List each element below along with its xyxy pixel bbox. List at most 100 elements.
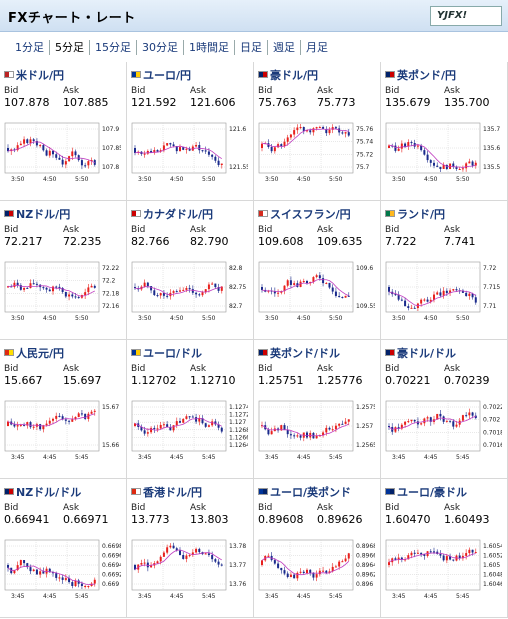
mini-candlestick-chart[interactable]: 0.7022 0.702 0.7018 0.7016 3:45 4:45 5:45 — [384, 399, 502, 463]
mini-candlestick-chart[interactable]: 0.6698 0.6696 0.6694 0.6692 0.669 3:45 4:45 5:4… — [3, 538, 121, 602]
candle-body — [61, 577, 64, 580]
pair-title[interactable]: NZドル/円 — [4, 206, 70, 222]
pair-title[interactable]: 米ドル/円 — [4, 67, 64, 83]
candle-body — [413, 307, 416, 309]
candle-body — [166, 295, 169, 297]
y-tick-label: 13.76 — [229, 581, 246, 588]
candle-body — [280, 425, 283, 431]
candle-body — [455, 289, 458, 291]
rate-card[interactable]: ユーロ/豪ドル Bid Ask 1.60470 1.60493 1.6054 1.… — [381, 479, 508, 618]
pair-title[interactable]: ユーロ/ドル — [131, 345, 202, 361]
rate-card[interactable]: ユーロ/英ポンド Bid Ask 0.89608 0.89626 0.8968 0… — [254, 479, 381, 618]
rate-card[interactable]: 米ドル/円 Bid Ask 107.878 107.885 107.9 107.8… — [0, 62, 127, 201]
tab-timeframe[interactable]: 週足 — [268, 40, 301, 55]
mini-candlestick-chart[interactable]: 7.72 7.715 7.71 3:50 4:50 5:50 — [384, 260, 502, 324]
mini-candlestick-chart[interactable]: 1.1274 1.1272 1.127 1.1268 1.1266 1.1264 3:45 4… — [130, 399, 248, 463]
pair-title[interactable]: 英ポンド/円 — [385, 67, 456, 83]
candle-body — [273, 147, 276, 152]
mini-candlestick-chart[interactable]: 15.67 15.66 3:45 4:45 5:45 — [3, 399, 121, 463]
candle-body — [344, 558, 347, 562]
mini-candlestick-chart[interactable]: 107.9 107.85 107.8 3:50 4:50 5:50 — [3, 121, 121, 185]
candle-body — [61, 287, 64, 292]
mini-candlestick-chart[interactable]: 72.22 72.2 72.18 72.16 3:50 4:50 5:50 — [3, 260, 121, 324]
y-tick-label: 72.16 — [102, 303, 119, 310]
pair-title[interactable]: 香港ドル/円 — [131, 484, 202, 500]
tab-timeframe[interactable]: 30分足 — [137, 40, 184, 55]
mini-candlestick-chart[interactable]: 109.6 109.55 3:50 4:50 5:50 — [257, 260, 375, 324]
pair-title[interactable]: NZドル/ドル — [4, 484, 81, 500]
rate-card[interactable]: ユーロ/ドル Bid Ask 1.12702 1.12710 1.1274 1.1… — [127, 340, 254, 479]
tab-timeframe[interactable]: 月足 — [306, 41, 328, 54]
ask-value: 1.25776 — [317, 374, 363, 387]
candle-body — [35, 569, 38, 575]
mini-candlestick-chart[interactable]: 75.76 75.74 75.72 75.7 3:50 4:50 5:50 — [257, 121, 375, 185]
rate-card[interactable]: 豪ドル/ドル Bid Ask 0.70221 0.70239 0.7022 0.7… — [381, 340, 508, 479]
yjfx-logo[interactable]: YJFX! — [430, 6, 502, 26]
pair-title[interactable]: 人民元/円 — [4, 345, 64, 361]
rate-card[interactable]: スイスフラン/円 Bid Ask 109.608 109.635 109.6 10… — [254, 201, 381, 340]
x-tick-label: 4:50 — [170, 176, 184, 183]
y-tick-label: 15.67 — [102, 404, 119, 411]
candle-body — [32, 283, 35, 285]
ask-label: Ask — [317, 503, 334, 513]
candle-body — [191, 146, 194, 151]
candle-body — [474, 552, 477, 554]
pair-title[interactable]: 豪ドル/円 — [258, 67, 318, 83]
candle-body — [449, 556, 452, 560]
rate-card[interactable]: NZドル/円 Bid Ask 72.217 72.235 72.22 72.2 72… — [0, 201, 127, 340]
rate-card[interactable]: 豪ドル/円 Bid Ask 75.763 75.773 75.76 75.74 75… — [254, 62, 381, 201]
y-tick-label: 0.6696 — [102, 553, 121, 560]
pair-title[interactable]: ユーロ/英ポンド — [258, 484, 351, 500]
rate-card[interactable]: 香港ドル/円 Bid Ask 13.773 13.803 13.78 13.77 1… — [127, 479, 254, 618]
rate-card[interactable]: 英ポンド/ドル Bid Ask 1.25751 1.25776 1.2575 1.… — [254, 340, 381, 479]
mini-candlestick-chart[interactable]: 13.78 13.77 13.76 3:45 4:45 5:45 — [130, 538, 248, 602]
pair-title[interactable]: 豪ドル/ドル — [385, 345, 456, 361]
rate-card[interactable]: カナダドル/円 Bid Ask 82.766 82.790 82.8 82.75 8… — [127, 201, 254, 340]
rate-card[interactable]: NZドル/ドル Bid Ask 0.66941 0.66971 0.6698 0.… — [0, 479, 127, 618]
pair-title[interactable]: 英ポンド/ドル — [258, 345, 340, 361]
candle-body — [134, 148, 136, 153]
tab-timeframe[interactable]: 1分足 — [10, 40, 50, 55]
pair-name: 豪ドル/円 — [270, 69, 319, 82]
moving-average-line — [261, 279, 349, 297]
tab-timeframe[interactable]: 5分足 — [50, 40, 90, 55]
ask-label: Ask — [444, 364, 461, 374]
mini-candlestick-chart[interactable]: 135.7 135.6 135.5 3:50 4:50 5:50 — [384, 121, 502, 185]
mini-candlestick-chart[interactable]: 121.6 121.55 3:50 4:50 5:50 — [130, 121, 248, 185]
candle-body — [280, 567, 283, 571]
tab-timeframe[interactable]: 日足 — [235, 40, 268, 55]
candle-body — [74, 416, 77, 420]
pair-title[interactable]: スイスフラン/円 — [258, 206, 351, 222]
pair-title[interactable]: ランド/円 — [385, 206, 445, 222]
candle-body — [289, 134, 292, 138]
x-tick-label: 5:50 — [75, 315, 89, 322]
y-tick-label: 13.78 — [229, 543, 246, 550]
candle-body — [289, 434, 292, 436]
candle-body — [328, 571, 331, 573]
rate-card[interactable]: 人民元/円 Bid Ask 15.667 15.697 15.67 15.66 3:… — [0, 340, 127, 479]
mini-candlestick-chart[interactable]: 1.6054 1.6052 1.605 1.6048 1.6046 3:45 4:45 5:4… — [384, 538, 502, 602]
candle-body — [407, 306, 410, 308]
mini-candlestick-chart[interactable]: 82.8 82.75 82.7 3:50 4:50 5:50 — [130, 260, 248, 324]
candle-body — [19, 424, 22, 426]
ask-label: Ask — [317, 86, 334, 96]
bid-label: Bid — [131, 364, 146, 374]
bid-value: 107.878 — [4, 96, 50, 109]
pair-title[interactable]: ユーロ/円 — [131, 67, 191, 83]
candle-body — [347, 419, 350, 422]
candle-body — [195, 292, 198, 295]
pair-title[interactable]: カナダドル/円 — [131, 206, 213, 222]
tab-timeframe[interactable]: 1時間足 — [184, 40, 235, 55]
y-tick-label: 107.85 — [102, 145, 121, 152]
x-tick-label: 5:45 — [75, 593, 89, 600]
rate-card[interactable]: 英ポンド/円 Bid Ask 135.679 135.700 135.7 135.… — [381, 62, 508, 201]
candle-body — [198, 418, 201, 422]
rate-card[interactable]: ユーロ/円 Bid Ask 121.592 121.606 121.6 121.5… — [127, 62, 254, 201]
mini-candlestick-chart[interactable]: 0.8968 0.8966 0.8964 0.8962 0.896 3:45 4:45 5:4… — [257, 538, 375, 602]
rate-card[interactable]: ランド/円 Bid Ask 7.722 7.741 7.72 7.715 7.71 3… — [381, 201, 508, 340]
ask-value: 109.635 — [317, 235, 363, 248]
mini-candlestick-chart[interactable]: 1.2575 1.257 1.2565 3:45 4:45 5:45 — [257, 399, 375, 463]
bid-value: 1.60470 — [385, 513, 431, 526]
tab-timeframe[interactable]: 15分足 — [90, 40, 137, 55]
pair-title[interactable]: ユーロ/豪ドル — [385, 484, 467, 500]
